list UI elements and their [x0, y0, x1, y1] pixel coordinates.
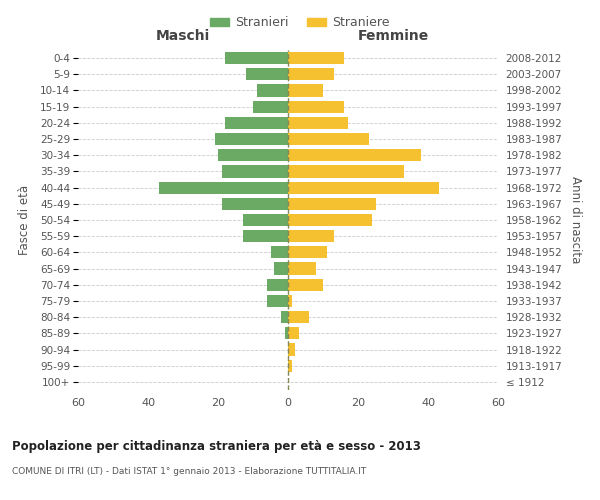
Bar: [288, 100, 344, 112]
Bar: [288, 295, 292, 307]
Bar: [288, 68, 334, 80]
Bar: [288, 344, 295, 355]
Bar: [288, 311, 309, 323]
Bar: [288, 117, 347, 129]
Bar: [225, 52, 288, 64]
Bar: [288, 214, 372, 226]
Bar: [288, 198, 376, 210]
Legend: Stranieri, Straniere: Stranieri, Straniere: [205, 11, 395, 34]
Bar: [274, 262, 288, 274]
Bar: [158, 182, 288, 194]
Bar: [242, 230, 288, 242]
Bar: [288, 328, 299, 340]
Bar: [288, 360, 292, 372]
Bar: [215, 133, 288, 145]
Bar: [267, 278, 288, 291]
Bar: [288, 84, 323, 96]
Bar: [288, 182, 439, 194]
Bar: [288, 166, 404, 177]
Text: Fasce di età: Fasce di età: [17, 185, 31, 255]
Bar: [221, 166, 288, 177]
Bar: [284, 328, 288, 340]
Bar: [281, 311, 288, 323]
Text: Anni di nascita: Anni di nascita: [569, 176, 583, 264]
Text: Femmine: Femmine: [358, 28, 428, 42]
Bar: [288, 52, 344, 64]
Text: COMUNE DI ITRI (LT) - Dati ISTAT 1° gennaio 2013 - Elaborazione TUTTITALIA.IT: COMUNE DI ITRI (LT) - Dati ISTAT 1° genn…: [12, 468, 366, 476]
Text: Popolazione per cittadinanza straniera per età e sesso - 2013: Popolazione per cittadinanza straniera p…: [12, 440, 421, 453]
Bar: [257, 84, 288, 96]
Bar: [288, 278, 323, 291]
Text: Maschi: Maschi: [156, 28, 210, 42]
Bar: [288, 133, 368, 145]
Bar: [246, 68, 288, 80]
Bar: [253, 100, 288, 112]
Bar: [221, 198, 288, 210]
Bar: [288, 230, 334, 242]
Bar: [288, 262, 316, 274]
Bar: [218, 149, 288, 162]
Bar: [271, 246, 288, 258]
Bar: [242, 214, 288, 226]
Bar: [225, 117, 288, 129]
Bar: [288, 246, 326, 258]
Bar: [267, 295, 288, 307]
Bar: [288, 149, 421, 162]
